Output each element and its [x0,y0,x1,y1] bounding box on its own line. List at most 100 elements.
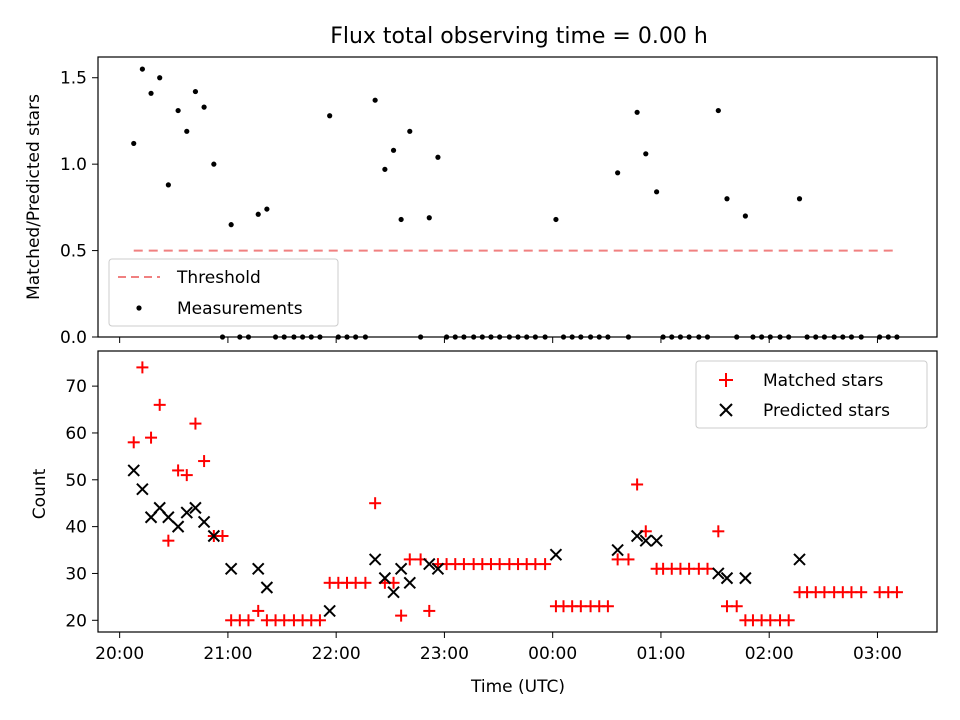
predicted-star-point [403,576,416,590]
predicted-star-point [431,562,445,575]
cross-b [171,520,185,533]
predicted-star-point [323,604,336,618]
measurement-point [201,104,207,110]
predicted-star-point [394,562,408,575]
top-y-axis: 0.0 0.5 1.0 1.5 [60,69,98,348]
cross-b [197,515,211,529]
matched-star-point [890,586,903,599]
cross-b [611,543,624,557]
predicted-star-point [180,506,193,519]
matched-star-point [423,604,436,617]
predicted-star-point [252,562,265,575]
matched-star-point [136,361,149,374]
x-tick-label: 22:00 [312,644,361,664]
measurement-point [553,216,559,223]
measurement-point [165,182,171,188]
measurement-point [796,196,803,202]
measurement-point [184,128,190,134]
cross-b [207,529,221,543]
matched-star-point [369,497,382,510]
matched-star-point [611,553,624,566]
y-tick-label: 40 [65,518,87,538]
cross-b [153,501,166,515]
measurement-point [372,97,378,103]
predicted-star-point [630,529,644,543]
predicted-star-point [127,464,140,477]
measurement-point [724,196,730,202]
matched-star-point [216,529,229,542]
legend-threshold-label: Threshold [176,268,261,288]
measurement-point [615,170,621,176]
bottom-y-axis: 20 30 40 50 60 70 [65,377,98,631]
cross-b [252,562,265,575]
top-legend: Threshold Measurements [108,258,339,327]
predicted-star-point [423,557,436,571]
predicted-star-point [260,581,274,594]
cross-b [323,604,336,618]
measurement-point [407,128,413,134]
predicted-star-point [650,534,663,547]
cross-b [127,464,140,477]
top-y-axis-label: Matched/Predicted stars [24,94,44,300]
measurement-point [435,154,441,160]
measurement-point [264,206,270,212]
predicted-star-point [611,543,624,557]
predicted-star-point [387,585,400,599]
matched-star-point [855,586,868,599]
legend-measurements-swatch [136,305,142,311]
measurement-point [157,75,163,81]
cross-b [403,576,416,590]
cross-b [549,548,563,561]
matched-star-point [601,600,614,613]
measurement-point [131,140,137,147]
measurement-point [148,90,154,96]
measurement-point [255,211,261,217]
y-tick-label: 1.5 [60,69,87,89]
matched-star-point [252,604,265,617]
matched-star-point [313,614,326,627]
bottom-plot-frame [97,350,938,633]
matched-star-point [242,614,255,627]
matched-star-point [189,417,202,430]
predicted-star-point [189,501,202,515]
matched-star-point [712,525,725,538]
top-panel: 0.0 0.5 1.0 1.5 Matched/Predicted stars Thr… [24,56,938,348]
cross-b [162,511,175,524]
predicted-star-point [368,553,382,566]
predicted-star-point [136,482,149,496]
matched-star-point [180,469,193,482]
measurement-point [715,107,721,114]
measurement-point [175,107,181,114]
x-tick-label: 20:00 [95,644,144,664]
chart-title: Flux total observing time = 0.00 h [330,24,708,49]
matched-star-point [198,455,211,468]
x-tick-label: 02:00 [745,644,794,664]
bottom-legend-box [695,360,928,429]
x-tick-label: 01:00 [636,644,685,664]
measurement-point [634,109,640,115]
bottom-panel: 20 30 40 50 60 70 20:00 21:00 22:00 23:00 00:00 01… [30,350,938,697]
matched-star-point [730,600,743,613]
matched-star-point [153,398,166,411]
y-tick-label: 1.0 [60,155,87,175]
x-tick-label: 23:00 [420,644,469,664]
matched-star-point [127,436,140,449]
cross-b [431,562,445,575]
y-tick-label: 20 [65,611,87,631]
y-tick-label: 50 [65,471,87,491]
matched-star-point [539,558,552,571]
bottom-legend: Matched stars Predicted stars [695,360,928,429]
cross-b [630,529,644,543]
bottom-y-axis-label: Count [30,468,50,519]
cross-b [639,534,652,547]
predicted-star-point [207,529,221,543]
x-tick-label: 21:00 [203,644,252,664]
predicted-star-point [712,567,725,580]
top-plot-frame [97,56,938,338]
predicted-star-point [224,562,238,575]
measurement-point [742,213,748,219]
measurement-point [654,189,660,195]
measurement-point [426,215,432,221]
matched-star-point [403,553,416,566]
matched-star-point [395,609,408,622]
